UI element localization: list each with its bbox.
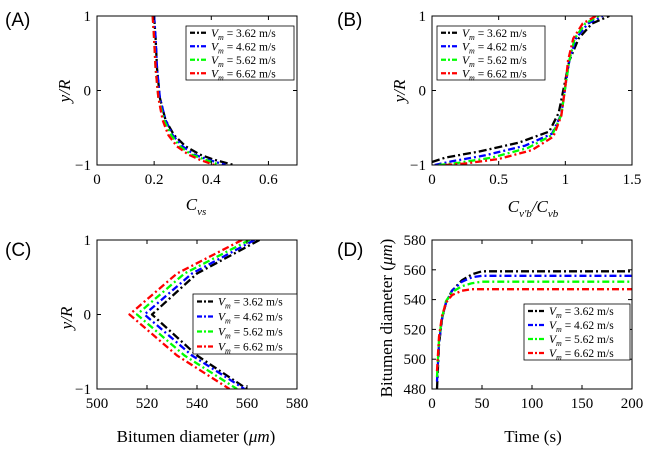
panel-b-ytick-label: −1 — [410, 158, 426, 174]
panel-d-xtick-label: 0 — [428, 396, 436, 412]
panel-c-series-3 — [135, 240, 251, 389]
panel-a-legend-label: Vm = 6.62 m/s — [211, 68, 276, 82]
panel-c-xtick-label: 560 — [236, 396, 259, 412]
panel-letter-c: (C) — [5, 240, 31, 261]
panel-d-xlabel: Time (s) — [504, 427, 561, 446]
panel-d-series-group — [435, 270, 632, 389]
panel-b-legend-label: Vm = 6.62 m/s — [462, 68, 527, 82]
panel-letter-d: (D) — [337, 240, 363, 261]
panel-b-series-4 — [445, 16, 597, 165]
panel-a-legend-label: Vm = 3.62 m/s — [211, 28, 276, 42]
panel-c-ytick-label: −1 — [75, 382, 91, 398]
panel-b-legend-box — [436, 25, 546, 81]
panel-a-xtick-label: 0.2 — [145, 172, 164, 188]
panel-a-series-1 — [152, 16, 235, 165]
panel-d-legend-label: Vm = 5.62 m/s — [549, 334, 614, 348]
panel-b-xtick-label: 0.5 — [489, 172, 508, 188]
panel-d-ylabel: Bitumen diameter (μm) — [377, 239, 396, 398]
panel-d-legend-label: Vm = 4.62 m/s — [549, 320, 614, 334]
panel-c-xlabel: Bitumen diameter (μm) — [117, 427, 276, 446]
panel-b-ytick-label: 0 — [419, 84, 427, 100]
panel-b-ylabel: y/R — [390, 79, 409, 104]
panel-d-xtick-label: 200 — [621, 396, 644, 412]
panel-letter-b: (B) — [337, 10, 362, 31]
panel-b-series-1 — [432, 16, 610, 164]
panel-c-legend-label: Vm = 3.62 m/s — [218, 297, 283, 311]
panel-d-xtick-label: 100 — [521, 396, 544, 412]
panel-b-legend-label: Vm = 5.62 m/s — [462, 55, 527, 69]
panel-a-series-4 — [151, 16, 215, 165]
panel-letter-a: (A) — [5, 10, 30, 31]
panel-c-plot-area: 500 520 540 560 580 −1 0 1 Vm = 3.62 m/sVm = 4.6… — [75, 233, 308, 412]
panel-a-xlabel: Cvs — [186, 195, 207, 218]
panel-d-series-4 — [435, 288, 632, 372]
panel-c-xtick-label: 500 — [86, 396, 109, 412]
panel-b-legend-label: Vm = 4.62 m/s — [462, 41, 527, 55]
panel-a-xtick-label: 0 — [93, 172, 101, 188]
panel-c-legend-label: Vm = 5.62 m/s — [218, 327, 283, 341]
panel-d: 0 50 100 150 200 480 500 520 540 560 580 Vm = 3.62 … — [377, 233, 643, 446]
panel-c-legend-label: Vm = 6.62 m/s — [218, 342, 283, 356]
panel-a-ytick-label: 1 — [84, 9, 92, 25]
panel-c-ytick-label: 0 — [84, 308, 92, 324]
panel-b-ytick-label: 1 — [419, 9, 427, 25]
panel-c-series-2 — [143, 240, 256, 389]
panel-d-ytick-label: 500 — [404, 352, 427, 368]
panel-c-xtick-label: 540 — [186, 396, 209, 412]
panel-a-legend-label: Vm = 5.62 m/s — [211, 55, 276, 69]
panel-d-legend-label: Vm = 3.62 m/s — [549, 306, 614, 320]
panel-b-legend-label: Vm = 3.62 m/s — [462, 28, 527, 42]
panel-c-ylabel: y/R — [57, 306, 76, 331]
panel-c-ytick-label: 1 — [84, 233, 92, 249]
panel-a-series-group — [151, 16, 235, 165]
panel-d-series-3 — [435, 280, 632, 378]
panel-c-xtick-label: 520 — [136, 396, 159, 412]
panel-c-legend-label: Vm = 4.62 m/s — [218, 312, 283, 326]
panel-d-legend-box — [523, 303, 631, 361]
panel-a-xtick-label: 0.6 — [259, 172, 278, 188]
panel-a-legend-box — [185, 25, 295, 81]
panel-c-legend-box — [192, 293, 298, 355]
panel-d-ytick-label: 580 — [404, 233, 427, 249]
panel-c-series-group — [128, 240, 261, 389]
panel-d-legend-label: Vm = 6.62 m/s — [549, 348, 614, 362]
panel-d-ytick-label: 480 — [404, 382, 427, 398]
panel-c-xtick-label: 580 — [286, 396, 309, 412]
panel-a-xtick-label: 0.4 — [202, 172, 221, 188]
panel-d-xtick-label: 150 — [571, 396, 594, 412]
panel-b-xlabel: Cv'b/Cvb — [508, 197, 559, 220]
panel-a-legend-label: Vm = 4.62 m/s — [211, 41, 276, 55]
panel-d-xtick-label: 50 — [475, 396, 490, 412]
panel-b-series-group — [432, 16, 610, 165]
panel-b-xtick-label: 1.5 — [623, 172, 642, 188]
panel-d-ytick-label: 560 — [404, 263, 427, 279]
panel-a-ytick-label: −1 — [75, 158, 91, 174]
panel-a-ytick-label: 0 — [84, 84, 92, 100]
panel-c-series-4 — [128, 240, 243, 389]
panel-b-series-2 — [434, 16, 604, 165]
panel-d-ytick-label: 540 — [404, 293, 427, 309]
panel-b-xtick-label: 0 — [428, 172, 436, 188]
panel-d-ytick-label: 520 — [404, 322, 427, 338]
panel-a-ylabel: y/R — [55, 79, 74, 104]
panel-c: 500 520 540 560 580 −1 0 1 Vm = 3.62 m/sVm = 4.6… — [57, 233, 308, 446]
panel-d-plot-area: 0 50 100 150 200 480 500 520 540 560 580 Vm = 3.62 … — [404, 233, 644, 412]
panel-b-xtick-label: 1 — [562, 172, 570, 188]
panel-c-series-1 — [150, 240, 261, 389]
